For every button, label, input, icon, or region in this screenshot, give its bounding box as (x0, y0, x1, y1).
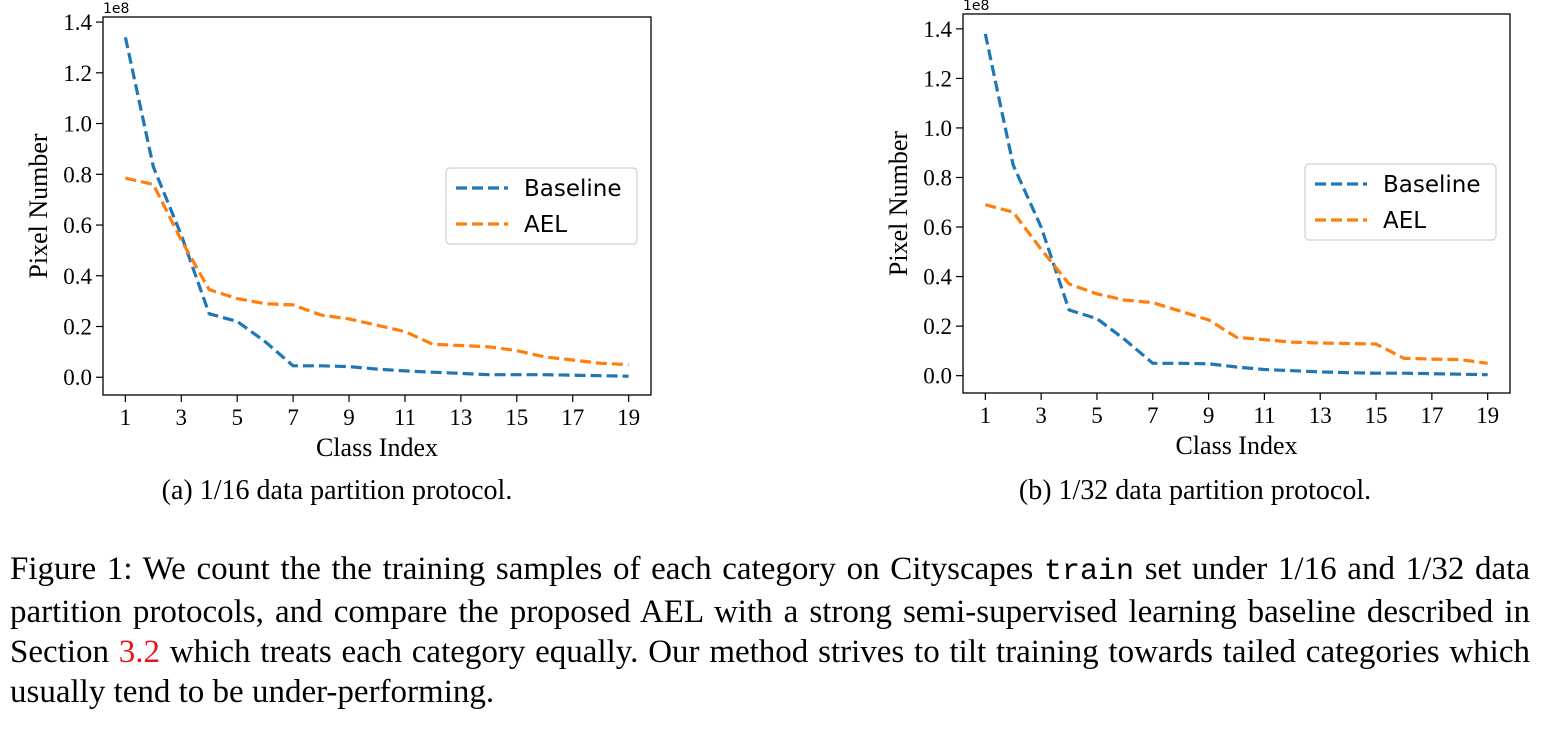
x-tick-label: 3 (1035, 403, 1047, 428)
x-tick-label: 17 (561, 405, 584, 430)
y-axis-label: Pixel Number (884, 131, 913, 276)
y-tick-label: 1.2 (63, 61, 92, 86)
legend-label-ael: AEL (1383, 208, 1426, 234)
series-line-baseline (123, 36, 629, 378)
series-line-ael (125, 176, 629, 367)
y-axis-label: Pixel Number (24, 133, 53, 278)
y-tick-label: 1.4 (923, 17, 952, 42)
chart-b: 1 3 5 7 9 11 13 15 17 190.00.20.40.60.81.01.21.41… (884, 0, 1511, 506)
legend-label-baseline: Baseline (524, 176, 622, 202)
y-multiplier: 1e8 (963, 0, 989, 14)
x-tick-label: 11 (1253, 403, 1275, 428)
axes-frame (102, 16, 652, 396)
x-tick-label: 3 (176, 405, 188, 430)
series-line-ael (984, 203, 1488, 365)
y-tick-label: 1.2 (923, 66, 952, 91)
caption-section-ref[interactable]: 3.2 (118, 634, 161, 670)
x-tick-label: 15 (1365, 403, 1388, 428)
caption-suffix: which treats each category equally. Our … (10, 634, 1530, 710)
y-tick-label: 0.8 (923, 165, 952, 190)
chart-a: 1 3 5 7 9 11 13 15 17 190.00.20.40.60.81.01.21.41… (24, 1, 652, 506)
x-tick-label: 5 (231, 405, 243, 430)
y-tick-label: 0.0 (63, 365, 92, 390)
x-axis-label: Class Index (316, 433, 438, 462)
x-axis-label: Class Index (1175, 431, 1297, 460)
y-tick-label: 0.8 (63, 162, 92, 187)
y-tick-label: 1.0 (923, 116, 952, 141)
caption-prefix: Figure 1: We count the the training samp… (10, 551, 1044, 587)
x-tick-label: 7 (287, 405, 299, 430)
y-multiplier: 1e8 (103, 1, 129, 17)
subcaption-b: (b) 1/32 data partition protocol. (1019, 475, 1371, 506)
x-tick-label: 13 (1309, 403, 1332, 428)
legend: Baseline AEL (1304, 163, 1497, 241)
legend-label-ael: AEL (524, 212, 567, 238)
x-tick-label: 9 (1203, 403, 1215, 428)
x-tick-label: 11 (394, 405, 416, 430)
x-tick-label: 7 (1147, 403, 1159, 428)
y-tick-label: 0.2 (923, 314, 952, 339)
legend-label-baseline: Baseline (1383, 172, 1481, 198)
y-tick-label: 0.4 (63, 264, 92, 289)
x-tick-label: 1 (120, 405, 132, 430)
x-tick-label: 15 (505, 405, 528, 430)
x-tick-label: 19 (617, 405, 640, 430)
y-tick-label: 0.4 (923, 265, 952, 290)
caption-middle: set under 1/16 and 1/32 data partition p… (10, 551, 1530, 670)
x-tick-label: 19 (1476, 403, 1499, 428)
y-tick-label: 0.6 (63, 213, 92, 238)
x-tick-label: 5 (1091, 403, 1103, 428)
legend: Baseline AEL (445, 167, 638, 245)
caption-code-train: train (1043, 555, 1134, 589)
subcaption-a: (a) 1/16 data partition protocol. (162, 475, 513, 506)
x-tick-label: 13 (449, 405, 472, 430)
figure-caption: Figure 1: We count the the training samp… (10, 549, 1530, 712)
x-tick-label: 17 (1420, 403, 1443, 428)
x-tick-label: 9 (343, 405, 355, 430)
y-tick-label: 1.4 (63, 10, 92, 35)
y-tick-label: 0.6 (923, 215, 952, 240)
series-line-baseline (983, 33, 1488, 377)
y-tick-label: 0.0 (923, 364, 952, 389)
y-tick-label: 1.0 (63, 112, 92, 137)
y-tick-label: 0.2 (63, 315, 92, 340)
axes-frame (962, 13, 1511, 394)
x-tick-label: 1 (980, 403, 992, 428)
